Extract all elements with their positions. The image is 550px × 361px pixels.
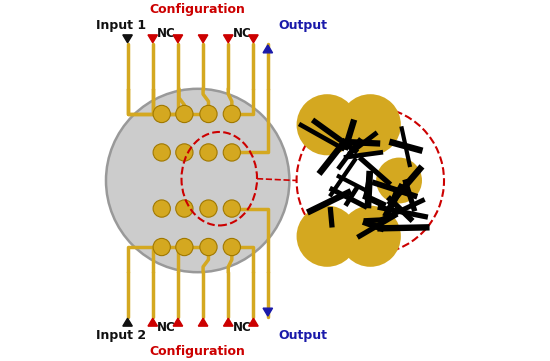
Circle shape bbox=[153, 144, 170, 161]
Polygon shape bbox=[263, 308, 273, 316]
Text: NC: NC bbox=[157, 27, 175, 40]
Text: Configuration: Configuration bbox=[150, 3, 246, 16]
Polygon shape bbox=[263, 45, 273, 53]
Polygon shape bbox=[173, 35, 183, 43]
Circle shape bbox=[153, 105, 170, 123]
Polygon shape bbox=[148, 318, 157, 326]
Circle shape bbox=[340, 94, 401, 155]
Text: Input 2: Input 2 bbox=[96, 329, 146, 342]
Polygon shape bbox=[173, 318, 183, 326]
Polygon shape bbox=[148, 35, 157, 43]
Text: Input 1: Input 1 bbox=[96, 19, 146, 32]
Circle shape bbox=[200, 238, 217, 256]
Circle shape bbox=[153, 200, 170, 217]
Circle shape bbox=[296, 94, 358, 155]
Circle shape bbox=[223, 200, 240, 217]
Polygon shape bbox=[123, 35, 133, 43]
Circle shape bbox=[106, 89, 289, 272]
Polygon shape bbox=[223, 35, 233, 43]
Circle shape bbox=[200, 105, 217, 123]
Circle shape bbox=[176, 105, 193, 123]
Polygon shape bbox=[249, 35, 258, 43]
Circle shape bbox=[223, 144, 240, 161]
Circle shape bbox=[296, 107, 444, 254]
Circle shape bbox=[223, 105, 240, 123]
Circle shape bbox=[176, 200, 193, 217]
Polygon shape bbox=[123, 318, 133, 326]
Polygon shape bbox=[249, 318, 258, 326]
Circle shape bbox=[200, 144, 217, 161]
Text: NC: NC bbox=[233, 321, 251, 334]
Polygon shape bbox=[199, 318, 208, 326]
Text: Configuration: Configuration bbox=[150, 345, 246, 358]
Text: NC: NC bbox=[233, 27, 251, 40]
Polygon shape bbox=[223, 318, 233, 326]
Circle shape bbox=[153, 238, 170, 256]
Text: Output: Output bbox=[279, 329, 328, 342]
Circle shape bbox=[223, 238, 240, 256]
Circle shape bbox=[176, 238, 193, 256]
Circle shape bbox=[200, 200, 217, 217]
Circle shape bbox=[340, 206, 401, 267]
Circle shape bbox=[176, 144, 193, 161]
Text: NC: NC bbox=[157, 321, 175, 334]
Text: Output: Output bbox=[279, 19, 328, 32]
Polygon shape bbox=[199, 35, 208, 43]
Circle shape bbox=[296, 206, 358, 267]
Circle shape bbox=[376, 157, 422, 204]
